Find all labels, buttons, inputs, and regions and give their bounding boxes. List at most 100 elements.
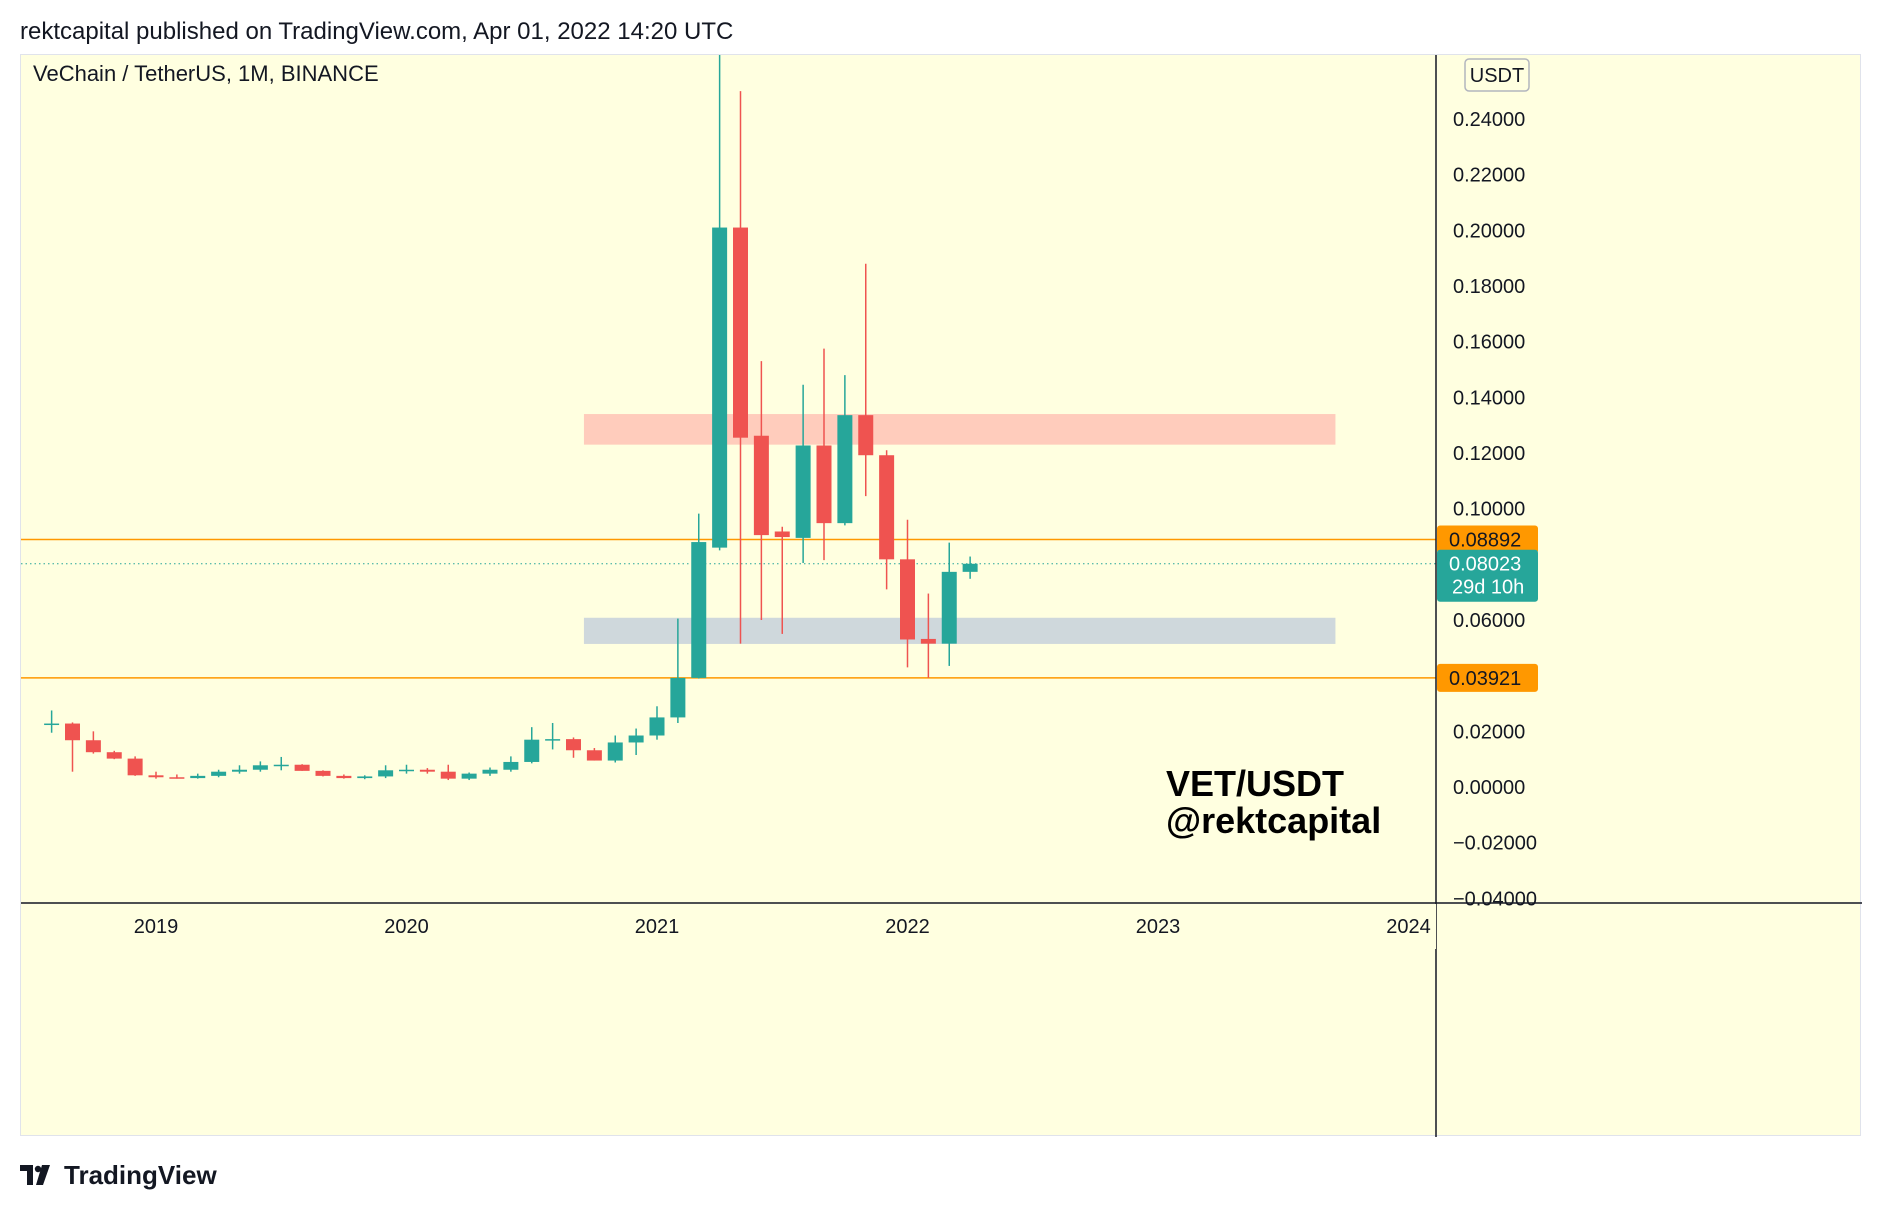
candle-2020-06[interactable] [503, 756, 519, 772]
candle-2021-04[interactable] [712, 55, 728, 551]
candle-2020-04[interactable] [461, 772, 477, 781]
zone-support[interactable] [583, 617, 1336, 644]
candle-2018-09[interactable] [65, 722, 80, 772]
y-tick-label: 0.02000 [1453, 721, 1525, 743]
candle-2018-12[interactable] [127, 756, 143, 776]
candle-2021-02[interactable] [670, 618, 686, 723]
candle-2020-05[interactable] [482, 767, 498, 776]
candle-2019-04[interactable] [211, 769, 227, 778]
candle-body [607, 742, 623, 761]
x-tick-label: 2020 [384, 916, 429, 938]
x-tick-label: 2022 [885, 916, 930, 938]
candle-2021-12[interactable] [879, 450, 895, 590]
candle-2020-12[interactable] [628, 728, 644, 755]
candle-2020-08[interactable] [545, 722, 561, 750]
candle-2021-11[interactable] [858, 263, 874, 497]
candle-2021-07[interactable] [774, 526, 790, 634]
y-tick-label: 0.22000 [1453, 165, 1525, 187]
candle-body [294, 764, 310, 771]
svg-text:0.08892: 0.08892 [1449, 530, 1521, 552]
candle-body [127, 758, 143, 776]
candle-body [399, 769, 414, 772]
candle-body [503, 761, 519, 770]
x-tick-label: 2019 [134, 916, 179, 938]
candlestick-chart[interactable]: 0.24000 0.22000 0.20000 0.18000 0.16000 0.140… [21, 55, 1862, 1137]
zone-resistance[interactable] [583, 414, 1336, 445]
candle-2022-01[interactable] [900, 519, 915, 668]
candle-body [795, 445, 811, 538]
y-tick-label: 0.20000 [1453, 220, 1525, 242]
y-tick-label: 0.12000 [1453, 443, 1525, 465]
candle-body [148, 775, 164, 778]
candle-2019-05[interactable] [232, 765, 247, 774]
candle-2019-03[interactable] [190, 773, 206, 779]
candle-body [837, 415, 853, 524]
candle-body [941, 571, 957, 644]
candle-2019-11[interactable] [357, 775, 373, 780]
candle-2019-02[interactable] [169, 774, 185, 779]
y-tick-label: 0.18000 [1453, 276, 1525, 298]
candle-2019-01[interactable] [148, 771, 164, 779]
footer[interactable]: TradingView [20, 1160, 217, 1190]
candle-2018-10[interactable] [85, 731, 101, 754]
candle-2020-03[interactable] [440, 764, 456, 781]
y-tick-label: −0.02000 [1453, 833, 1537, 855]
candle-body [419, 769, 435, 772]
candle-body [44, 723, 60, 726]
candle-2019-08[interactable] [294, 764, 310, 771]
candle-2019-12[interactable] [378, 765, 394, 779]
candle-2021-10[interactable] [837, 375, 853, 526]
time-axis[interactable]: 2019 2020 2021 2022 2023 2024 [134, 916, 1431, 938]
candle-body [232, 769, 247, 772]
time-axis-background [21, 904, 1436, 949]
x-tick-label: 2023 [1136, 916, 1181, 938]
y-tick-label: 0.10000 [1453, 499, 1525, 521]
y-tick-label: 0.14000 [1453, 387, 1525, 409]
chart-title: VeChain / TetherUS, 1M, BINANCE [33, 61, 379, 86]
candle-2022-04[interactable] [962, 556, 978, 579]
horizontal-lines-layer [21, 538, 1436, 679]
candle-2021-03[interactable] [691, 513, 707, 679]
candle-2022-03[interactable] [941, 542, 957, 666]
candle-2020-10[interactable] [586, 748, 602, 761]
footer-brand: TradingView [64, 1159, 217, 1190]
candle-body [774, 531, 790, 538]
candle-body [900, 559, 915, 640]
candle-2021-05[interactable] [733, 91, 748, 644]
candle-2021-06[interactable] [753, 361, 769, 620]
candle-2021-08[interactable] [795, 384, 811, 563]
candle-2020-09[interactable] [566, 737, 581, 758]
candle-body [879, 455, 895, 560]
y-tick-label: 0.00000 [1453, 777, 1525, 799]
price-axis[interactable]: 0.24000 0.22000 0.20000 0.18000 0.16000 0.140… [1453, 109, 1537, 910]
candle-body [378, 770, 394, 777]
candle-2019-09[interactable] [315, 770, 331, 777]
candle-2019-07[interactable] [273, 756, 289, 771]
candles-layer [44, 55, 978, 781]
candle-body [545, 739, 561, 741]
candle-body [252, 765, 268, 770]
candle-body [190, 775, 206, 779]
candle-body [273, 764, 289, 767]
candle-body [733, 227, 748, 438]
watermark-line-2: @rektcapital [1166, 800, 1381, 841]
candle-body [962, 563, 978, 572]
tradingview-logo-icon [20, 1165, 50, 1185]
candle-body [691, 542, 707, 678]
publish-header: rektcapital published on TradingView.com… [20, 18, 734, 45]
candle-body [357, 776, 373, 779]
candle-2020-01[interactable] [399, 764, 414, 774]
candle-2019-10[interactable] [336, 774, 352, 779]
currency-button[interactable]: USDT [1464, 58, 1530, 92]
candle-2020-11[interactable] [607, 735, 623, 763]
candle-2018-11[interactable] [106, 750, 122, 760]
candle-2022-02[interactable] [920, 593, 936, 678]
candle-2019-06[interactable] [252, 761, 268, 772]
candle-2018-08[interactable] [44, 710, 60, 733]
candle-2021-09[interactable] [816, 348, 832, 561]
candle-body [649, 717, 665, 736]
chart-frame[interactable]: 0.24000 0.22000 0.20000 0.18000 0.16000 0.140… [20, 54, 1862, 1137]
candle-2020-02[interactable] [419, 768, 435, 774]
candle-2020-07[interactable] [524, 727, 540, 764]
candle-2021-01[interactable] [649, 706, 665, 740]
